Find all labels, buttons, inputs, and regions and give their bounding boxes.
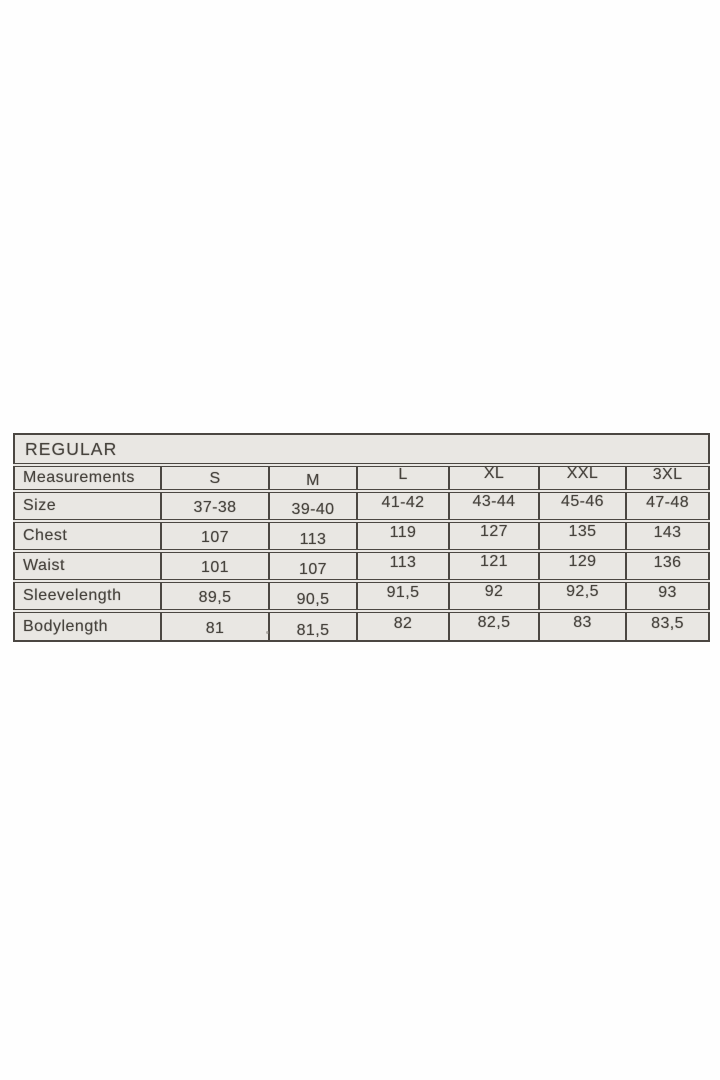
cell-bodylength-m: 81,5 bbox=[268, 609, 357, 641]
table-title-row: REGULAR bbox=[14, 434, 709, 465]
table-row-sleevelength: Sleevelength 89,5 90,5 91,5 92 92,5 93 bbox=[14, 579, 710, 611]
cell-chest-xxl: 135 bbox=[538, 519, 626, 551]
cell-bodylength-3xl: 83,5 bbox=[624, 609, 710, 641]
table-row-waist: Waist 101 107 113 121 129 136 bbox=[14, 549, 710, 581]
header-size-s-label: S bbox=[209, 470, 221, 487]
cell-sleevelength-xxl-value: 92,5 bbox=[566, 583, 599, 600]
cell-sleevelength-l: 91,5 bbox=[356, 579, 449, 611]
table-row-chest: Chest 107 113 119 127 135 143 bbox=[14, 519, 710, 551]
cell-bodylength-m-value: 81,5 bbox=[296, 621, 330, 639]
cell-chest-l-value: 119 bbox=[389, 524, 417, 541]
cell-size-xxl-value: 45-46 bbox=[561, 493, 604, 510]
cell-waist-l-value: 113 bbox=[389, 554, 417, 571]
cell-bodylength-xl: 82,5 bbox=[448, 609, 539, 641]
header-size-xl: XL bbox=[448, 463, 539, 491]
cell-size-xl: 43-44 bbox=[448, 489, 539, 521]
table-header-row: Measurements S M L XL XXL 3XL bbox=[14, 463, 710, 491]
cell-chest-m: 113 bbox=[268, 519, 357, 551]
cell-chest-xl: 127 bbox=[448, 519, 539, 551]
header-size-m-label: M bbox=[306, 472, 320, 489]
header-size-xxl-label: XXL bbox=[566, 465, 599, 482]
cell-sleevelength-xxl: 92,5 bbox=[538, 579, 626, 611]
row-label-sleevelength-text: Sleevelength bbox=[23, 587, 122, 604]
cell-chest-xxl-value: 135 bbox=[568, 523, 597, 540]
header-size-l-label: L bbox=[398, 466, 408, 483]
cell-chest-s: 107 bbox=[160, 519, 269, 551]
cell-sleevelength-xl: 92 bbox=[448, 579, 539, 611]
cell-bodylength-s-value: 81 bbox=[205, 619, 225, 637]
cell-waist-m-value: 107 bbox=[299, 561, 327, 578]
row-label-waist-text: Waist bbox=[23, 557, 65, 574]
cell-bodylength-s: 81 bbox=[160, 609, 269, 641]
table-row-bodylength: Bodylength 81 81,5 82 82,5 83 83,5 bbox=[14, 609, 710, 641]
row-label-waist: Waist bbox=[14, 549, 161, 581]
row-label-bodylength: Bodylength bbox=[14, 609, 161, 641]
cell-bodylength-l: 82 bbox=[356, 609, 449, 641]
row-label-size: Size bbox=[14, 489, 161, 521]
size-chart-table: REGULAR Measurements S M L XL XXL 3XL Si… bbox=[13, 433, 711, 642]
cell-sleevelength-3xl-value: 93 bbox=[658, 584, 677, 601]
cell-sleevelength-l-value: 91,5 bbox=[386, 584, 420, 601]
cell-waist-xxl-value: 129 bbox=[568, 553, 597, 570]
cell-waist-3xl: 136 bbox=[624, 549, 710, 581]
table-title-label: REGULAR bbox=[25, 438, 118, 459]
cell-sleevelength-s: 89,5 bbox=[160, 579, 269, 611]
cell-sleevelength-3xl: 93 bbox=[624, 579, 710, 611]
cell-sleevelength-m: 90,5 bbox=[268, 579, 357, 611]
cell-size-3xl: 47-48 bbox=[624, 489, 710, 521]
header-size-xxl: XXL bbox=[538, 463, 626, 491]
cell-sleevelength-s-value: 89,5 bbox=[198, 589, 232, 606]
cell-bodylength-xl-value: 82,5 bbox=[477, 613, 511, 631]
row-label-sleevelength: Sleevelength bbox=[14, 579, 161, 611]
cell-waist-l: 113 bbox=[356, 549, 449, 581]
cell-size-xxl: 45-46 bbox=[538, 489, 626, 521]
cell-size-3xl-value: 47-48 bbox=[646, 494, 689, 511]
cell-waist-s-value: 101 bbox=[201, 559, 229, 576]
scan-artifact-dot bbox=[266, 631, 269, 634]
header-size-3xl: 3XL bbox=[624, 463, 710, 491]
cell-size-l: 41-42 bbox=[356, 489, 449, 521]
cell-bodylength-xxl: 83 bbox=[538, 609, 626, 641]
row-label-chest-text: Chest bbox=[23, 527, 68, 544]
header-size-l: L bbox=[356, 463, 449, 491]
header-size-s: S bbox=[160, 463, 269, 491]
row-label-bodylength-text: Bodylength bbox=[23, 617, 109, 635]
cell-bodylength-3xl-value: 83,5 bbox=[651, 614, 684, 632]
cell-chest-3xl: 143 bbox=[624, 519, 710, 551]
cell-waist-m: 107 bbox=[268, 549, 357, 581]
row-label-size-text: Size bbox=[23, 497, 57, 514]
cell-waist-xxl: 129 bbox=[538, 549, 626, 581]
table-row-size: Size 37-38 39-40 41-42 43-44 45-46 47-48 bbox=[14, 489, 710, 521]
header-size-3xl-label: 3XL bbox=[652, 466, 683, 483]
row-label-chest: Chest bbox=[14, 519, 161, 551]
cell-sleevelength-m-value: 90,5 bbox=[296, 591, 330, 608]
cell-size-m-value: 39-40 bbox=[291, 501, 335, 518]
cell-bodylength-xxl-value: 83 bbox=[573, 613, 592, 631]
cell-waist-xl-value: 121 bbox=[480, 553, 508, 570]
header-measurements-label: Measurements bbox=[23, 469, 135, 486]
cell-chest-xl-value: 127 bbox=[480, 523, 508, 540]
cell-size-m: 39-40 bbox=[268, 489, 357, 521]
cell-chest-m-value: 113 bbox=[299, 531, 327, 548]
cell-size-l-value: 41-42 bbox=[381, 494, 425, 511]
cell-size-s: 37-38 bbox=[160, 489, 269, 521]
header-size-m: M bbox=[268, 463, 357, 491]
table-title: REGULAR bbox=[14, 434, 709, 465]
header-size-xl-label: XL bbox=[483, 465, 505, 482]
cell-waist-3xl-value: 136 bbox=[653, 554, 682, 571]
cell-waist-s: 101 bbox=[160, 549, 269, 581]
cell-chest-l: 119 bbox=[356, 519, 449, 551]
cell-size-xl-value: 43-44 bbox=[472, 493, 516, 510]
header-measurements: Measurements bbox=[14, 463, 161, 491]
cell-chest-3xl-value: 143 bbox=[653, 524, 682, 541]
cell-size-s-value: 37-38 bbox=[193, 499, 237, 516]
cell-waist-xl: 121 bbox=[448, 549, 539, 581]
cell-sleevelength-xl-value: 92 bbox=[484, 583, 504, 600]
cell-bodylength-l-value: 82 bbox=[393, 614, 413, 632]
cell-chest-s-value: 107 bbox=[201, 529, 229, 546]
